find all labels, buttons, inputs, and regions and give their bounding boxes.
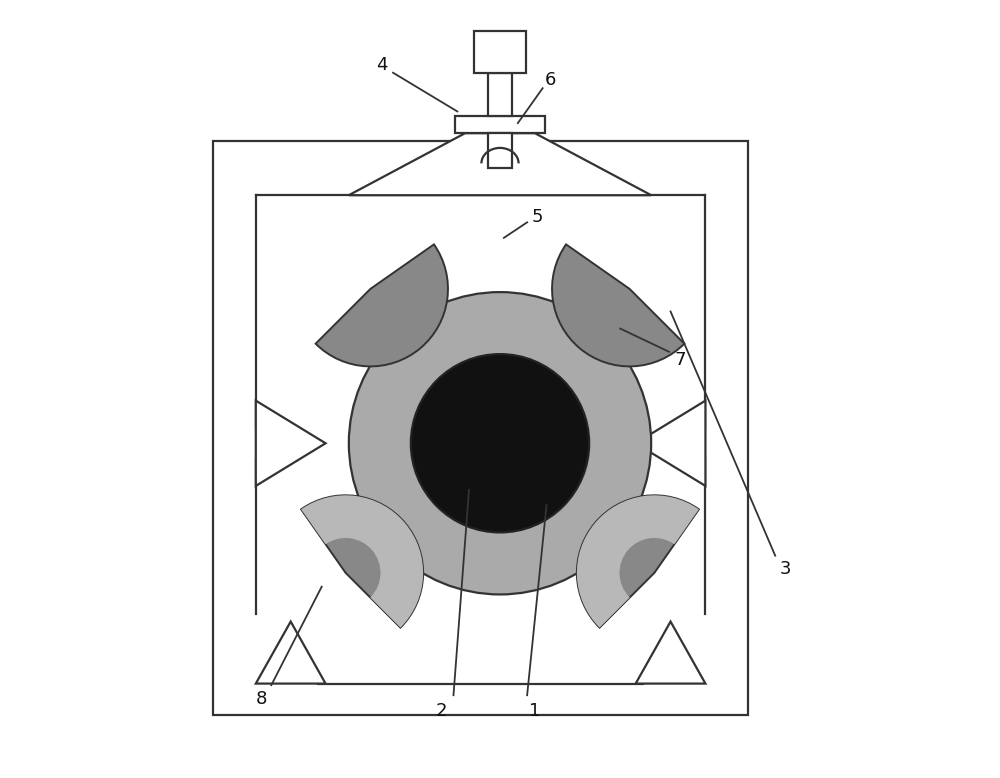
Text: 1: 1 bbox=[529, 702, 541, 720]
Polygon shape bbox=[636, 622, 705, 684]
Wedge shape bbox=[552, 244, 684, 366]
Bar bbox=[474, 31, 526, 73]
Polygon shape bbox=[636, 401, 705, 486]
Polygon shape bbox=[256, 401, 326, 486]
Text: 7: 7 bbox=[674, 351, 686, 369]
Bar bbox=[213, 141, 748, 715]
Text: 8: 8 bbox=[256, 690, 267, 708]
Circle shape bbox=[349, 292, 651, 594]
Text: 5: 5 bbox=[531, 208, 543, 226]
Bar bbox=[488, 73, 512, 116]
Polygon shape bbox=[256, 622, 326, 684]
Wedge shape bbox=[301, 496, 423, 628]
Text: 2: 2 bbox=[436, 702, 448, 720]
Text: 3: 3 bbox=[780, 560, 791, 578]
Bar bbox=[455, 116, 545, 133]
Wedge shape bbox=[577, 496, 699, 628]
Wedge shape bbox=[316, 244, 448, 366]
Text: 6: 6 bbox=[545, 72, 556, 89]
Wedge shape bbox=[301, 496, 423, 628]
Bar bbox=[488, 133, 512, 168]
Text: 4: 4 bbox=[376, 56, 388, 74]
Wedge shape bbox=[577, 496, 699, 628]
Polygon shape bbox=[349, 133, 651, 195]
Circle shape bbox=[411, 354, 589, 532]
